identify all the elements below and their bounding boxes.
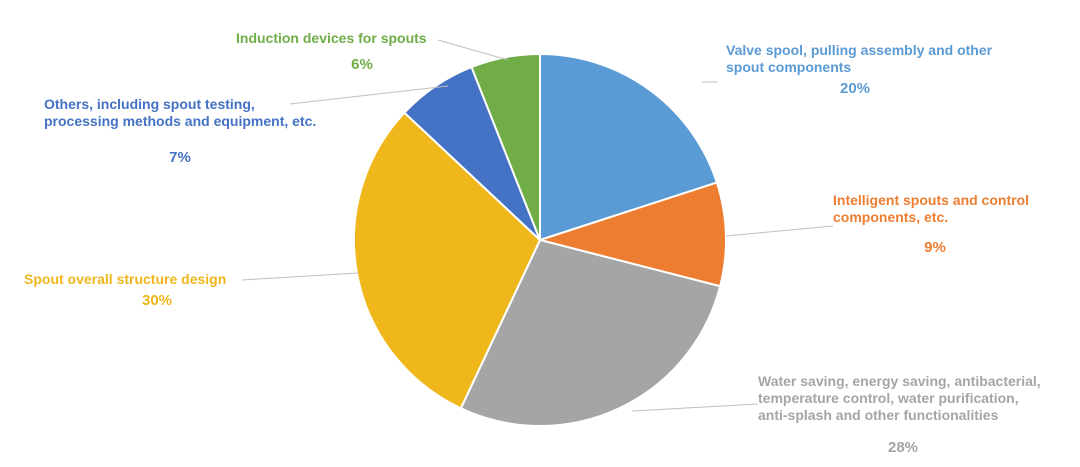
leader-line-2 xyxy=(631,403,759,412)
pie-slice-0 xyxy=(539,52,719,242)
slice-percent-0: 20% xyxy=(840,80,870,97)
pie-slice-3 xyxy=(353,111,542,410)
slice-labels: Valve spool, pulling assembly and others… xyxy=(24,30,1041,456)
pie-slice-1 xyxy=(536,181,727,288)
slice-label-1-line-1: components, etc. xyxy=(833,209,948,225)
slice-label-2-line-1: temperature control, water purification, xyxy=(758,390,1019,406)
slice-label-4-line-1: processing methods and equipment, etc. xyxy=(44,113,316,129)
leader-line-1 xyxy=(725,225,834,237)
pie-slices xyxy=(353,52,727,427)
pie-slice-2 xyxy=(459,238,722,427)
pie-slice-5 xyxy=(470,52,541,241)
leader-line-5 xyxy=(437,39,509,61)
slice-label-0-line-1: spout components xyxy=(726,59,851,75)
slice-label-5-line-0: Induction devices for spouts xyxy=(236,30,427,46)
slice-label-1-line-0: Intelligent spouts and control xyxy=(833,192,1029,208)
slice-percent-2: 28% xyxy=(888,439,918,456)
slice-percent-5: 6% xyxy=(351,56,373,73)
slice-label-3-line-0: Spout overall structure design xyxy=(24,271,226,287)
leader-line-4 xyxy=(289,85,449,105)
slice-label-2-line-0: Water saving, energy saving, antibacteri… xyxy=(758,373,1041,389)
slice-label-4-line-0: Others, including spout testing, xyxy=(44,96,255,112)
slice-label-0-line-0: Valve spool, pulling assembly and other xyxy=(726,42,993,58)
slice-percent-3: 30% xyxy=(142,292,172,309)
slice-label-2-line-2: anti-splash and other functionalities xyxy=(758,407,999,423)
leader-line-3 xyxy=(241,272,359,281)
leader-lines xyxy=(241,39,834,412)
slice-percent-1: 9% xyxy=(924,239,946,256)
slice-percent-4: 7% xyxy=(169,149,191,166)
